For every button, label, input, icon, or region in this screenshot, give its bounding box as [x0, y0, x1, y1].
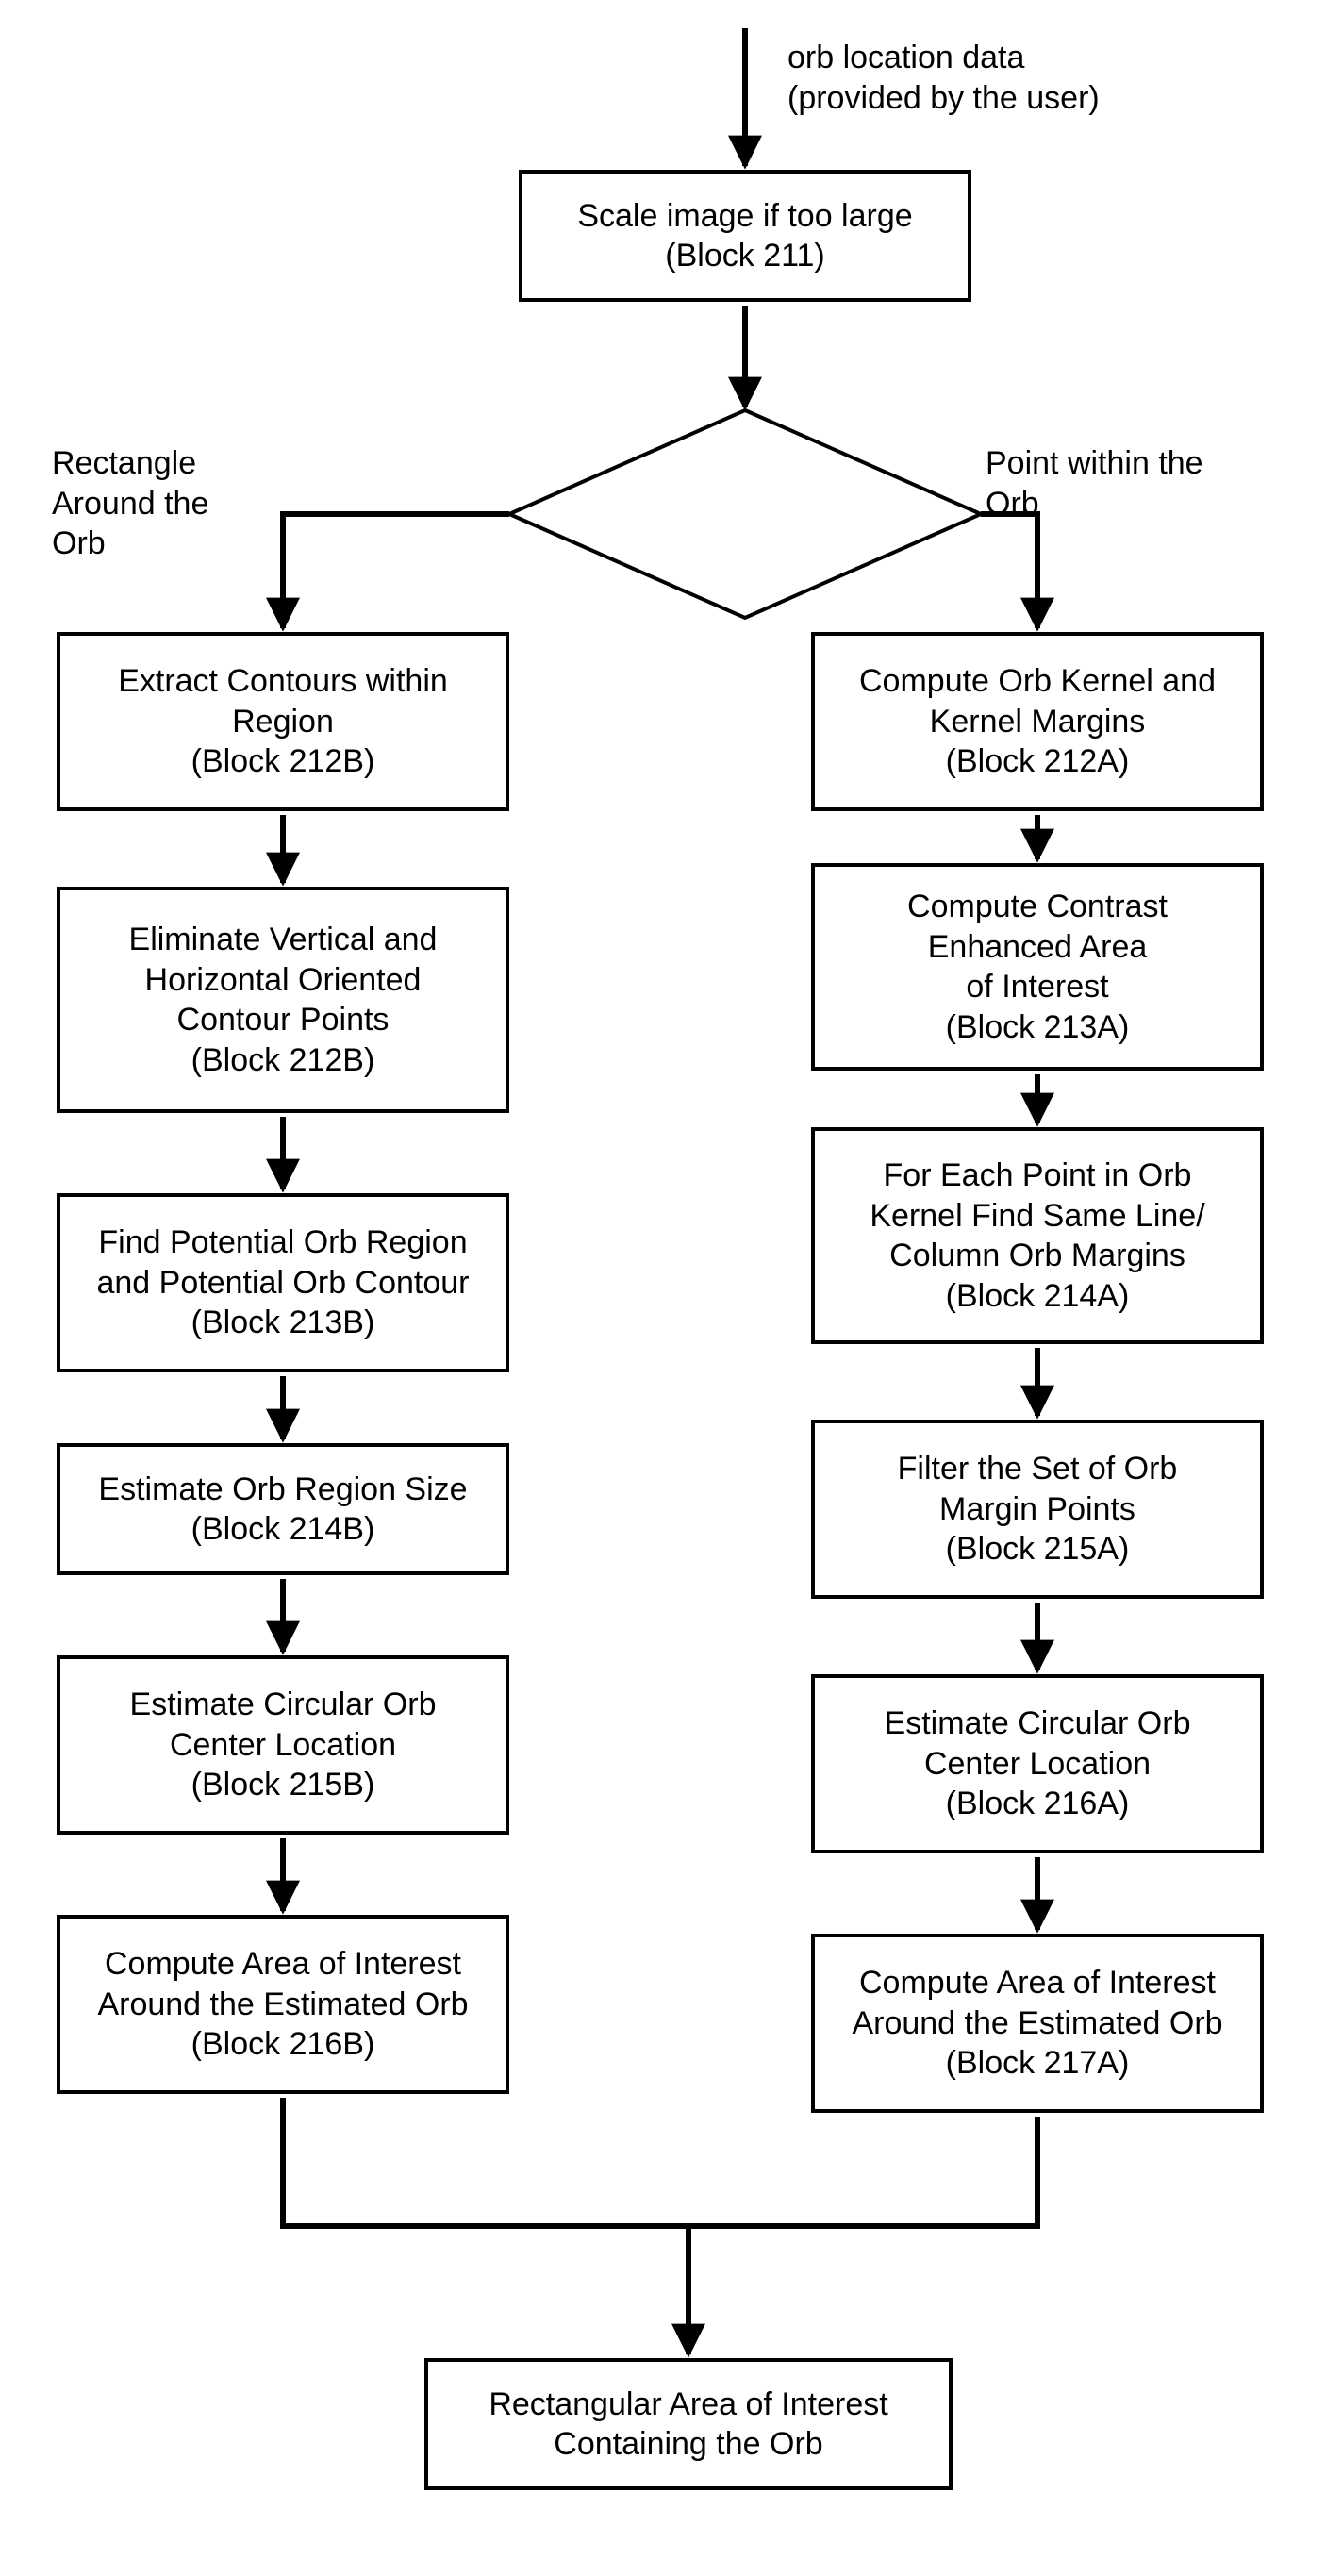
label-dec_right_lbl: Point within the Orb [986, 443, 1203, 524]
node-block-ref: (Block 217A) [946, 2043, 1130, 2084]
node-a_estcirc: Estimate Circular Orb Center Location(Bl… [811, 1674, 1264, 1853]
label-dec_left_lbl: Rectangle Around the Orb [52, 443, 208, 564]
node-b_extract: Extract Contours within Region(Block 212… [57, 632, 509, 811]
node-text: Compute Orb Kernel and Kernel Margins [859, 661, 1216, 741]
node-b_eliminate: Eliminate Vertical and Horizontal Orient… [57, 887, 509, 1113]
flowchart-canvas: orb location data (provided by the user)… [0, 0, 1326, 2576]
edge-dec-left [283, 514, 509, 628]
node-a_filter: Filter the Set of Orb Margin Points(Bloc… [811, 1420, 1264, 1599]
node-a_contrast: Compute Contrast Enhanced Area of Intere… [811, 863, 1264, 1071]
node-block-ref: (Block 212A) [946, 741, 1130, 782]
node-text: For Each Point in Orb Kernel Find Same L… [870, 1155, 1204, 1276]
decision-diamond [509, 410, 981, 618]
node-block-ref: (Block 213A) [946, 1007, 1130, 1048]
node-block-ref: (Block 213B) [191, 1303, 375, 1343]
node-text: Find Potential Orb Region and Potential … [96, 1222, 469, 1303]
node-block-ref: (Block 216B) [191, 2024, 375, 2065]
node-block-ref: (Block 215B) [191, 1765, 375, 1805]
node-b_findpot: Find Potential Orb Region and Potential … [57, 1193, 509, 1372]
edge-dec-right [981, 514, 1037, 628]
node-block-ref: (Block 214B) [191, 1509, 375, 1550]
label-start_label: orb location data (provided by the user) [787, 38, 1100, 118]
node-text: Rectangular Area of Interest Containing … [489, 2385, 887, 2465]
node-text: Eliminate Vertical and Horizontal Orient… [129, 920, 438, 1040]
node-block-ref: (Block 215A) [946, 1529, 1130, 1570]
node-text: Filter the Set of Orb Margin Points [898, 1449, 1178, 1529]
node-result: Rectangular Area of Interest Containing … [424, 2358, 953, 2490]
node-text: Scale image if too large [577, 196, 912, 237]
node-text: Extract Contours within Region [118, 661, 448, 741]
node-block-ref: (Block 214A) [946, 1276, 1130, 1317]
node-a_foreach: For Each Point in Orb Kernel Find Same L… [811, 1127, 1264, 1344]
node-text: Compute Area of Interest Around the Esti… [852, 1963, 1222, 2043]
node-block-ref: (Block 212B) [191, 741, 375, 782]
node-text: Compute Contrast Enhanced Area of Intere… [907, 887, 1168, 1007]
node-block-ref: (Block 216A) [946, 1784, 1130, 1824]
node-text: Estimate Circular Orb Center Location [130, 1685, 437, 1765]
node-a_kernel: Compute Orb Kernel and Kernel Margins(Bl… [811, 632, 1264, 811]
node-text: Estimate Orb Region Size [98, 1470, 467, 1510]
node-b_compaoiB: Compute Area of Interest Around the Esti… [57, 1915, 509, 2094]
edge-mergeL [283, 2098, 1037, 2226]
node-a_compaoi: Compute Area of Interest Around the Esti… [811, 1934, 1264, 2113]
node-text: Compute Area of Interest Around the Esti… [97, 1944, 468, 2024]
node-scale: Scale image if too large(Block 211) [519, 170, 971, 302]
node-b_estcirc: Estimate Circular Orb Center Location(Bl… [57, 1655, 509, 1835]
node-block-ref: (Block 212B) [191, 1040, 375, 1081]
node-block-ref: (Block 211) [665, 236, 824, 276]
node-b_estsize: Estimate Orb Region Size(Block 214B) [57, 1443, 509, 1575]
node-text: Estimate Circular Orb Center Location [885, 1703, 1191, 1784]
